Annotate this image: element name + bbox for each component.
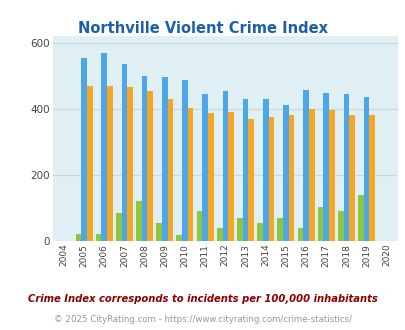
Bar (207, 113, 213, 241)
Bar (182, 80, 188, 241)
Bar (188, 108, 193, 241)
Bar (308, 109, 314, 241)
Bar (257, 223, 262, 241)
Bar (116, 213, 121, 241)
Bar (141, 76, 147, 241)
Bar (147, 91, 153, 241)
Bar (268, 117, 273, 241)
Bar (156, 223, 162, 241)
Bar (87, 86, 92, 241)
Bar (343, 94, 348, 241)
Bar (222, 91, 228, 241)
Text: Crime Index corresponds to incidents per 100,000 inhabitants: Crime Index corresponds to incidents per… (28, 294, 377, 304)
Bar (369, 115, 374, 241)
Bar (248, 119, 254, 241)
Bar (288, 115, 294, 241)
Bar (202, 94, 207, 241)
Bar (328, 110, 334, 241)
Bar (101, 53, 107, 241)
Bar (297, 228, 303, 241)
Bar (122, 64, 127, 241)
Text: © 2025 CityRating.com - https://www.cityrating.com/crime-statistics/: © 2025 CityRating.com - https://www.city… (54, 315, 351, 324)
Bar (363, 97, 369, 241)
Bar (228, 112, 233, 241)
Text: Northville Violent Crime Index: Northville Violent Crime Index (78, 21, 327, 36)
Bar (127, 87, 132, 241)
Bar (337, 211, 343, 241)
Bar (196, 211, 202, 241)
Bar (136, 201, 141, 241)
Bar (216, 228, 222, 241)
Bar (75, 234, 81, 241)
Bar (282, 105, 288, 241)
Bar (167, 99, 173, 241)
Bar (348, 115, 354, 241)
Bar (107, 86, 113, 241)
Bar (81, 58, 87, 241)
Bar (323, 93, 328, 241)
Bar (96, 234, 101, 241)
Bar (162, 77, 167, 241)
Bar (277, 218, 282, 241)
Bar (237, 218, 242, 241)
Bar (303, 90, 308, 241)
Bar (262, 99, 268, 241)
Bar (176, 235, 182, 241)
Bar (317, 207, 323, 241)
Bar (242, 99, 248, 241)
Bar (357, 195, 363, 241)
